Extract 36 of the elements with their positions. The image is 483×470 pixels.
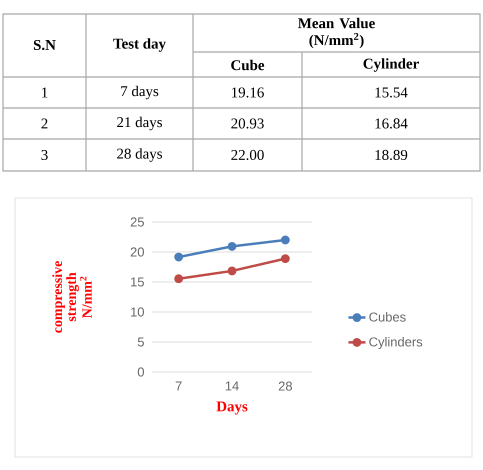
text: Test day (113, 38, 166, 52)
point (174, 252, 184, 262)
y-tick-label: 0 (138, 367, 144, 377)
text: 7 days (121, 86, 158, 100)
x-tick-label: 28 (278, 382, 292, 391)
y-tick-label: 25 (130, 217, 144, 227)
legend-label: Cylinders (369, 336, 422, 350)
text: 3 (41, 150, 48, 160)
point (228, 242, 236, 251)
text: 15.54 (376, 87, 408, 98)
text: Cube (231, 60, 264, 70)
text: 2 (41, 118, 48, 128)
point (174, 274, 184, 284)
text: 21 days (117, 116, 162, 130)
text: Cylinder (364, 58, 419, 72)
y-axis-title: compressive strength N/mm$^{2}$ (52, 261, 92, 333)
text: S.N (34, 40, 56, 50)
text: 16.84 (376, 118, 408, 129)
point (280, 254, 290, 264)
y-tick-label: 5 (138, 337, 144, 346)
y-tick-label: 15 (131, 277, 144, 286)
x-axis-title: Days (216, 402, 248, 415)
legend-label: Cubes (369, 312, 406, 322)
x-tick-label: 14 (226, 382, 239, 390)
text: 22.00 (231, 150, 264, 160)
text: 28 days (117, 148, 162, 162)
text: 18.89 (376, 150, 408, 160)
x-tick-label: 7 (176, 382, 182, 390)
point (228, 266, 236, 276)
text: 1 (42, 88, 48, 98)
text: Mean Value (N/mm$^{2}$) (298, 18, 375, 48)
text: 19.16 (232, 87, 264, 98)
y-tick-label: 20 (130, 247, 144, 257)
point (280, 236, 290, 244)
y-tick-label: 10 (131, 307, 144, 317)
text: 20.93 (231, 118, 264, 129)
